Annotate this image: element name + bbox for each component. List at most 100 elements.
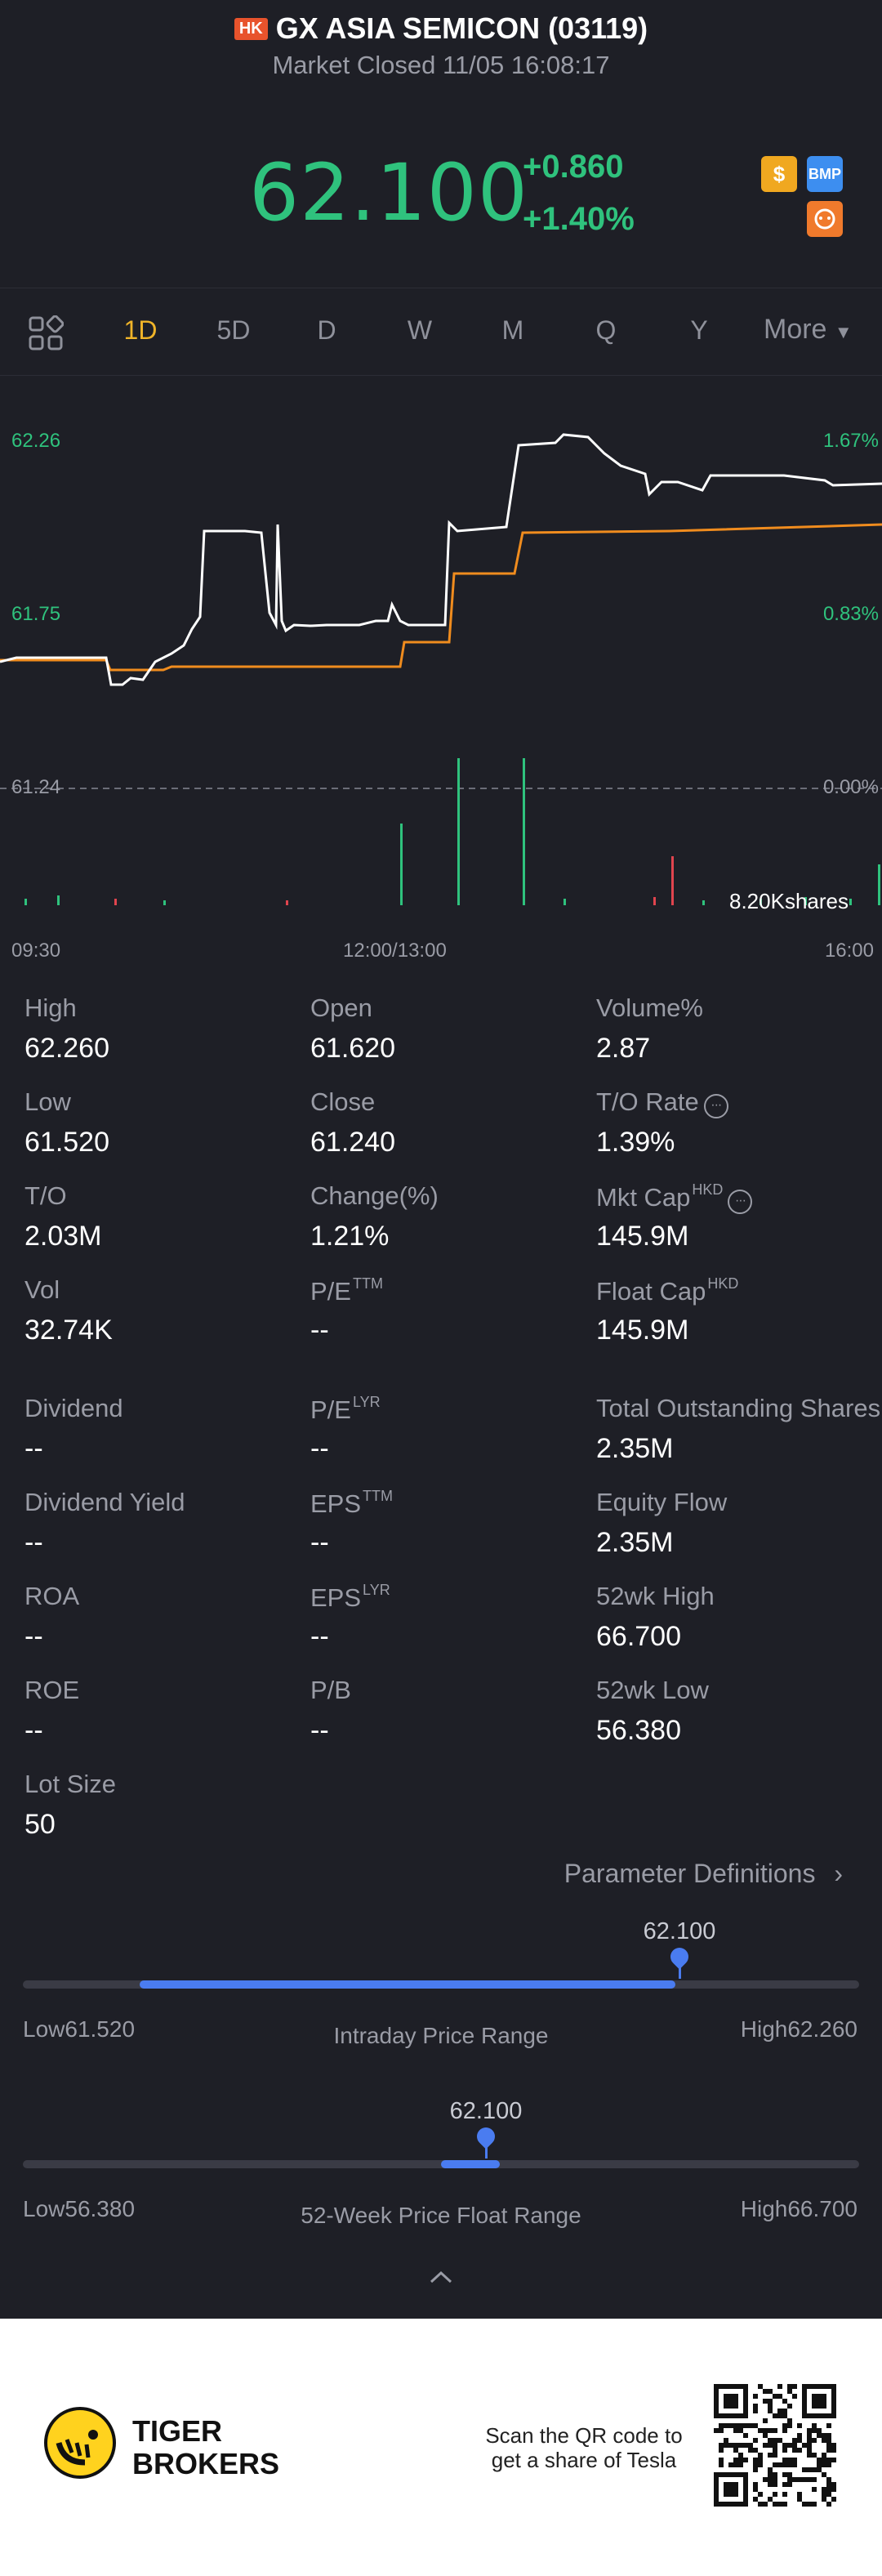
axis-left-high: 62.26 [11, 430, 61, 452]
time-start: 09:30 [11, 940, 61, 962]
week52-high-value: 66.700 [787, 2196, 858, 2221]
stat-label-text: Total Outstanding Shares [596, 1394, 881, 1422]
stat-label-text: T/O [24, 1181, 67, 1210]
tiger-logo-icon [44, 2407, 116, 2479]
tab-1d[interactable]: 1D [123, 315, 158, 345]
volume-bar [564, 899, 566, 905]
stat-label-text: 52wk High [596, 1582, 715, 1610]
price-change-percent: +1.40% [523, 201, 635, 237]
stat-label-equity-flow: Equity Flow [596, 1488, 727, 1517]
stat-label-text: P/B [310, 1676, 351, 1704]
stat-label-high: High [24, 993, 77, 1023]
scan-text: Scan the QR code to get a share of Tesla [470, 2423, 698, 2472]
volume-bar [804, 897, 807, 905]
week52-range-track [23, 2160, 859, 2168]
intraday-marker-icon [666, 1944, 693, 1979]
bmp-icon[interactable]: BMP [807, 156, 843, 192]
tab-w[interactable]: W [407, 315, 433, 345]
intraday-range-title: Intraday Price Range [333, 2023, 549, 2048]
intraday-low-value: 61.520 [65, 2016, 136, 2042]
intraday-range-track [23, 1980, 859, 1989]
brand-line1: TIGER [132, 2414, 223, 2448]
stat-label-sup: HKD [707, 1275, 739, 1292]
tab-5d[interactable]: 5D [216, 315, 251, 345]
stat-label-t-o-rate[interactable]: T/O Rate ··· [596, 1087, 728, 1118]
chevron-right-icon: › [834, 1859, 843, 1888]
dollar-icon[interactable]: $ [761, 156, 797, 192]
info-icon[interactable]: ··· [728, 1190, 753, 1214]
volume-bar [653, 897, 656, 905]
intraday-range-fill [140, 1980, 675, 1989]
stat-value-t-o-rate: 1.39% [596, 1127, 675, 1158]
info-icon[interactable]: ··· [703, 1094, 728, 1118]
chat-icon[interactable] [807, 201, 843, 237]
stat-label-text: Change(%) [310, 1181, 439, 1210]
stat-value-p-e: -- [310, 1433, 329, 1464]
stat-label-change: Change(%) [310, 1181, 439, 1211]
tab-m[interactable]: M [501, 315, 524, 345]
stat-label-roa: ROA [24, 1582, 79, 1611]
week52-range-title: 52-Week Price Float Range [301, 2203, 581, 2228]
stat-label-float-cap: Float Cap HKD [596, 1275, 738, 1306]
stat-value-change: 1.21% [310, 1221, 390, 1252]
parameter-definitions-label: Parameter Definitions [564, 1859, 816, 1888]
stat-label-close: Close [310, 1087, 375, 1117]
stat-value-eps: -- [310, 1621, 329, 1652]
collapse-chevron-up-icon[interactable] [428, 2267, 454, 2291]
stat-value-open: 61.620 [310, 1033, 395, 1064]
stat-value-roa: -- [24, 1621, 43, 1652]
stat-label-text: Vol [24, 1275, 60, 1304]
stat-value-t-o: 2.03M [24, 1221, 102, 1252]
stat-label-lot-size: Lot Size [24, 1770, 116, 1799]
week52-range-fill [441, 2160, 500, 2168]
stat-label-text: T/O Rate [596, 1087, 699, 1116]
tab-y[interactable]: Y [690, 315, 708, 345]
stat-label-text: ROE [24, 1676, 80, 1704]
stat-value-dividend-yield: -- [24, 1527, 43, 1558]
last-price: 62.100 [249, 147, 528, 239]
volume-bar [760, 899, 762, 905]
axis-right-low: 0.00% [822, 776, 879, 798]
price-change: +0.860 [523, 149, 624, 185]
week52-low-label: Low [23, 2196, 65, 2221]
intraday-high-value: 62.260 [787, 2016, 858, 2042]
intraday-low-label: Low [23, 2016, 65, 2042]
volume-bar [400, 824, 403, 905]
more-label: More [764, 314, 827, 345]
stat-value-low: 61.520 [24, 1127, 109, 1158]
intraday-low: Low61.520 [23, 2016, 135, 2042]
stat-value-p-b: -- [310, 1715, 329, 1746]
period-tab-bar [0, 288, 882, 376]
stat-label-text: Low [24, 1087, 71, 1116]
stat-value-52wk-low: 56.380 [596, 1715, 681, 1746]
stat-label-text: Dividend [24, 1394, 123, 1422]
qr-code [714, 2384, 836, 2507]
stat-value-equity-flow: 2.35M [596, 1527, 674, 1558]
more-periods-button[interactable]: More ▼ [764, 314, 853, 346]
axis-left-mid: 61.75 [11, 603, 61, 625]
stat-label-52wk-high: 52wk High [596, 1582, 715, 1611]
volume-bar [702, 900, 705, 905]
stat-value-52wk-high: 66.700 [596, 1621, 681, 1652]
stat-label-text: Dividend Yield [24, 1488, 185, 1516]
stat-value-lot-size: 50 [24, 1809, 56, 1840]
week52-marker-icon [473, 2123, 499, 2159]
stat-label-text: P/E [310, 1395, 351, 1424]
parameter-definitions-link[interactable]: Parameter Definitions › [564, 1859, 843, 1889]
market-badge: HK [234, 18, 268, 40]
intraday-chart[interactable] [0, 376, 882, 972]
stat-label-text: Lot Size [24, 1770, 117, 1798]
tab-q[interactable]: Q [595, 315, 617, 345]
week52-low-value: 56.380 [65, 2196, 136, 2221]
scan-line1: Scan the QR code to [485, 2423, 683, 2448]
layout-grid-icon[interactable] [28, 315, 65, 355]
stat-value-eps: -- [310, 1527, 329, 1558]
volume-bar [114, 899, 117, 905]
stat-value-vol: 32.74K [24, 1315, 113, 1346]
stat-label-mkt-cap[interactable]: Mkt Cap HKD··· [596, 1181, 753, 1214]
stat-value-total-outstanding-shares: 2.35M [596, 1433, 674, 1464]
stat-label-text: High [24, 993, 77, 1022]
stat-value-high: 62.260 [24, 1033, 109, 1064]
stat-label-sup: TTM [363, 1488, 394, 1504]
tab-d[interactable]: D [317, 315, 336, 345]
